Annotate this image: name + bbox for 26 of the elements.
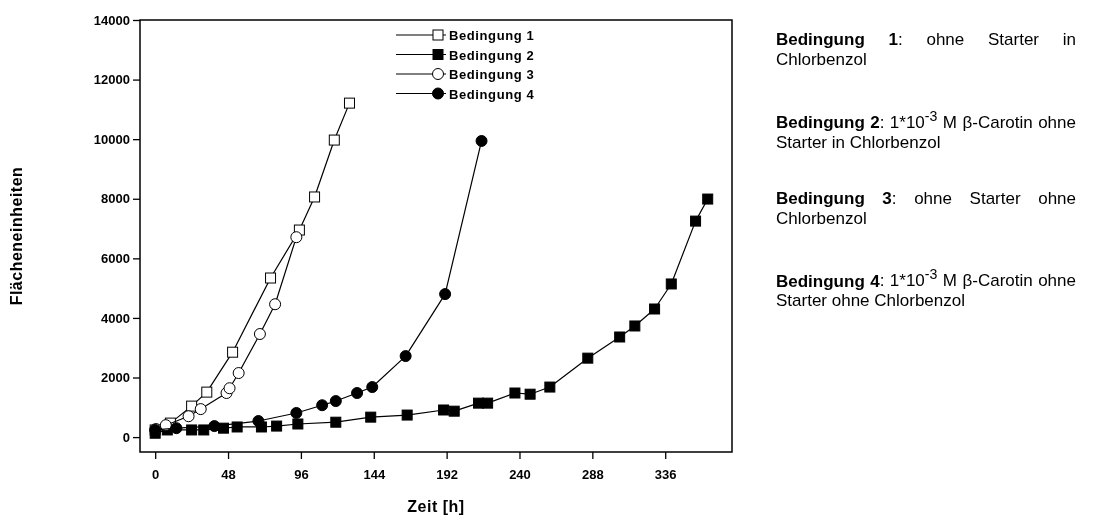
text: Bedingung 4: 1*10$^{-3}$ M β-Carotin ohne Starter ohne Chlorbenzol <box>776 266 1076 311</box>
y-tick-label: 0 <box>122 429 130 445</box>
y-tick-label: 10000 <box>93 131 130 147</box>
legend-label: Bedingung 4 <box>449 86 535 102</box>
x-tick-label: 336 <box>654 466 677 482</box>
x-tick-label: 192 <box>436 466 458 482</box>
y-tick-label: 14000 <box>93 12 130 28</box>
y-tick-label: 12000 <box>93 72 130 88</box>
y-axis-title: Flächeneinheiten <box>8 166 25 306</box>
text: Bedingung 1: ohne Starter in Chlorbenzol <box>776 30 1076 69</box>
y-tick-label: 2000 <box>101 370 130 386</box>
legend-label: Bedingung 1 <box>449 28 535 43</box>
text: Bedingung 2: 1*10$^{-3}$ M β-Carotin ohne Starter in Chlorbenzol <box>776 108 1076 152</box>
legend-label: Bedingung 3 <box>449 67 535 82</box>
x-tick-label: 240 <box>509 466 531 482</box>
x-tick-label: 96 <box>294 466 309 482</box>
x-axis-title: Zeit [h] <box>407 498 465 515</box>
legend-label: Bedingung 2 <box>449 47 535 63</box>
x-tick-label: 0 <box>152 466 160 482</box>
y-tick-label: 8000 <box>101 191 130 207</box>
text: Bedingung 3: ohne Starter ohne Chlorbenzol <box>776 188 1076 228</box>
y-tick-label: 6000 <box>101 251 130 266</box>
x-tick-label: 144 <box>363 466 386 482</box>
x-tick-label: 288 <box>582 466 604 482</box>
x-tick-label: 48 <box>221 466 236 482</box>
y-tick-label: 4000 <box>101 310 130 326</box>
